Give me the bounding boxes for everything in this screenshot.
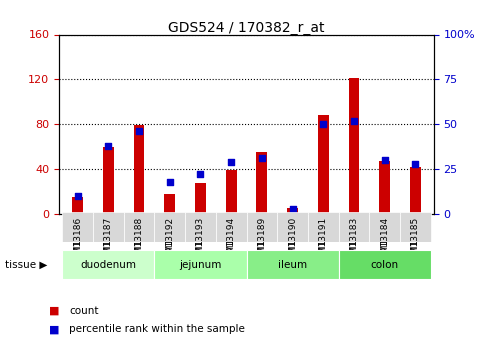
Text: GSM13185: GSM13185 xyxy=(411,217,420,266)
Text: jejunum: jejunum xyxy=(179,260,222,270)
Text: percentile rank within the sample: percentile rank within the sample xyxy=(69,325,245,334)
Text: GSM13188: GSM13188 xyxy=(135,217,143,266)
Point xyxy=(258,156,266,161)
Text: GSM13192: GSM13192 xyxy=(165,217,174,266)
Text: ■: ■ xyxy=(49,325,60,334)
Text: GSM13184: GSM13184 xyxy=(380,217,389,266)
FancyBboxPatch shape xyxy=(339,212,369,241)
Text: ileum: ileum xyxy=(278,260,307,270)
Point xyxy=(381,157,388,163)
Bar xyxy=(410,167,421,214)
Text: GSM13185: GSM13185 xyxy=(411,215,420,265)
Point xyxy=(412,161,420,166)
Text: GSM13183: GSM13183 xyxy=(350,217,358,266)
FancyBboxPatch shape xyxy=(62,250,154,279)
Text: GSM13189: GSM13189 xyxy=(257,215,266,265)
Bar xyxy=(287,208,298,214)
Bar xyxy=(379,161,390,214)
Point xyxy=(319,121,327,127)
FancyBboxPatch shape xyxy=(124,212,154,241)
FancyBboxPatch shape xyxy=(339,250,431,279)
Point xyxy=(350,118,358,124)
Bar xyxy=(349,78,359,214)
FancyBboxPatch shape xyxy=(154,212,185,241)
Text: tissue ▶: tissue ▶ xyxy=(5,260,47,270)
Text: GSM13189: GSM13189 xyxy=(257,217,266,266)
Text: GSM13193: GSM13193 xyxy=(196,215,205,265)
Text: GSM13194: GSM13194 xyxy=(227,215,236,264)
Text: GSM13190: GSM13190 xyxy=(288,217,297,266)
Text: count: count xyxy=(69,306,99,315)
Text: colon: colon xyxy=(371,260,399,270)
FancyBboxPatch shape xyxy=(400,212,431,241)
Bar xyxy=(134,125,144,214)
Text: GSM13186: GSM13186 xyxy=(73,215,82,265)
Text: ■: ■ xyxy=(49,306,60,315)
Bar xyxy=(195,183,206,214)
Text: GSM13194: GSM13194 xyxy=(227,217,236,266)
FancyBboxPatch shape xyxy=(369,212,400,241)
Bar xyxy=(164,194,175,214)
FancyBboxPatch shape xyxy=(93,212,124,241)
Text: GSM13190: GSM13190 xyxy=(288,215,297,265)
Bar xyxy=(72,197,83,214)
Text: GSM13188: GSM13188 xyxy=(135,215,143,265)
Point xyxy=(105,143,112,148)
Bar xyxy=(256,152,267,214)
FancyBboxPatch shape xyxy=(308,212,339,241)
FancyBboxPatch shape xyxy=(277,212,308,241)
Bar xyxy=(103,147,114,214)
Text: GSM13184: GSM13184 xyxy=(380,215,389,264)
Point xyxy=(288,206,296,211)
Text: GSM13191: GSM13191 xyxy=(319,215,328,265)
FancyBboxPatch shape xyxy=(154,250,246,279)
FancyBboxPatch shape xyxy=(185,212,216,241)
Point xyxy=(166,179,174,184)
FancyBboxPatch shape xyxy=(246,250,339,279)
Text: GSM13183: GSM13183 xyxy=(350,215,358,265)
Text: GSM13186: GSM13186 xyxy=(73,217,82,266)
Bar xyxy=(318,115,329,214)
Point xyxy=(73,193,81,199)
FancyBboxPatch shape xyxy=(246,212,277,241)
Text: GSM13192: GSM13192 xyxy=(165,215,174,264)
FancyBboxPatch shape xyxy=(216,212,246,241)
Bar xyxy=(226,170,237,214)
Text: GSM13191: GSM13191 xyxy=(319,217,328,266)
Text: GSM13187: GSM13187 xyxy=(104,215,113,265)
Text: duodenum: duodenum xyxy=(80,260,136,270)
FancyBboxPatch shape xyxy=(62,212,93,241)
Point xyxy=(227,159,235,165)
Text: GSM13193: GSM13193 xyxy=(196,217,205,266)
Point xyxy=(135,129,143,134)
Text: GSM13187: GSM13187 xyxy=(104,217,113,266)
Point xyxy=(197,172,205,177)
Text: GDS524 / 170382_r_at: GDS524 / 170382_r_at xyxy=(168,21,325,35)
